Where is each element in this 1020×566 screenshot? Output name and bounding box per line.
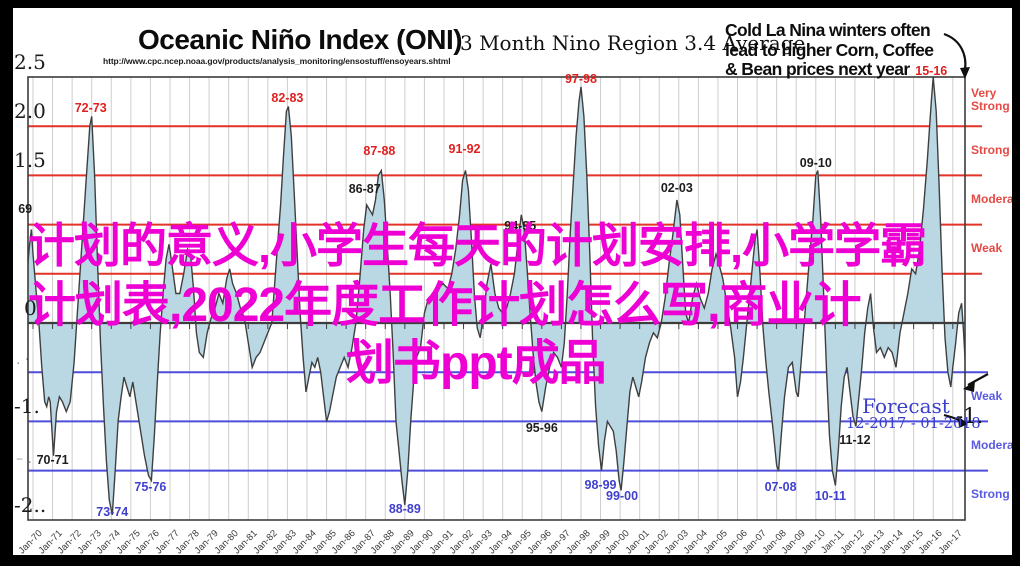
forecast-annotation: Forecast 12-2017 - 01-2018: [846, 394, 981, 432]
annotation-arrows: [943, 32, 989, 428]
watermark-line-1: 计划的意义,小学生每天的计划安排,小学学霸: [28, 219, 927, 272]
watermark-line-3: 划书ppt成品: [346, 337, 607, 390]
note-line-2: lead to higher Corn, Coffee: [725, 39, 934, 60]
watermark-line-2: 计划表,2022年度工作计划怎么写,商业计: [28, 279, 861, 332]
la-nina-price-note: Cold La Nina winters often lead to highe…: [725, 20, 957, 80]
photo-frame-right: [1012, 0, 1020, 566]
forecast-dates: 12-2017 - 01-2018: [846, 416, 981, 432]
plot-border: [27, 76, 966, 521]
chart-subtitle: 3 Month Nino Region 3.4 Average: [460, 31, 806, 55]
zero-axis-ticks: [32, 323, 954, 329]
photo-frame-left: [0, 0, 13, 566]
photo-frame-bottom: [0, 555, 1020, 566]
note-curved-arrow: [943, 32, 967, 71]
source-url-text: http://www.cpc.ncep.noaa.gov/products/an…: [103, 56, 451, 66]
chart-title: Oceanic Niño Index (ONI): [138, 24, 463, 55]
photo-frame-top: [0, 0, 1020, 8]
current-value-arrow: [967, 373, 989, 386]
oni-curve: [28, 77, 965, 516]
forecast-label: Forecast: [862, 394, 950, 418]
threshold-lines: [28, 125, 988, 472]
note-line-1: Cold La Nina winters often: [725, 20, 931, 40]
note-line-3: & Bean prices next year: [725, 59, 910, 79]
